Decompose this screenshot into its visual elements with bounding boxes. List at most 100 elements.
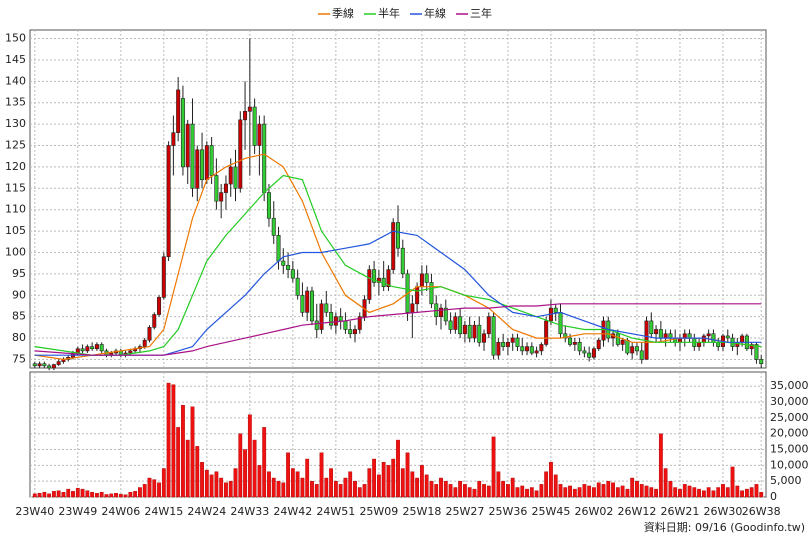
volume-bar [372, 458, 377, 498]
x-tick-label: 26W21 [661, 505, 700, 518]
candle-body [520, 346, 525, 352]
volume-bar [200, 461, 204, 498]
candle-body [419, 273, 424, 288]
volume-bar [71, 491, 75, 498]
volume-bar [185, 439, 190, 498]
x-tick-label: 26W38 [742, 505, 781, 518]
volume-bar [400, 468, 405, 498]
volume-bar [692, 487, 697, 498]
y-tick-label: 75 [12, 352, 26, 365]
x-tick-label: 24W06 [101, 505, 140, 518]
volume-bar [410, 471, 415, 498]
volume-bar [620, 485, 625, 498]
candle-body [47, 365, 52, 369]
candle-body [410, 303, 415, 313]
volume-bar [142, 484, 147, 498]
volume-bar [391, 458, 396, 498]
candle-body [749, 344, 754, 350]
candle-body [209, 145, 214, 176]
volume-bar [42, 492, 47, 498]
volume-bar [687, 485, 692, 498]
candle-body [711, 333, 716, 343]
volume-bar [721, 484, 725, 498]
volume-bar [429, 480, 434, 498]
volume-bar [37, 493, 42, 498]
candle-body [501, 342, 506, 347]
ma-line [34, 174, 762, 356]
candle-body [286, 265, 291, 270]
candle-body [147, 327, 152, 341]
volume-bar [276, 480, 281, 498]
volume-bar [506, 484, 510, 498]
candle-body [271, 217, 276, 236]
candle-body [128, 350, 133, 354]
volume-bar [716, 487, 721, 498]
volume-bar [32, 493, 37, 498]
volume-bar [228, 480, 233, 498]
volume-bar [271, 477, 276, 498]
volume-bar [625, 488, 630, 498]
volume-bar [133, 491, 138, 498]
volume-bar [596, 482, 601, 498]
y-tick-label: 80 [12, 331, 26, 344]
candle-body [329, 312, 334, 326]
legend-label: 半年 [378, 6, 400, 20]
price-frame [29, 29, 767, 369]
candle-body [157, 297, 162, 315]
candle-body [658, 329, 663, 339]
volume-bar [85, 490, 90, 498]
volume-bar [396, 439, 400, 498]
x-tick-label: 25W09 [359, 505, 398, 518]
volume-bar [333, 480, 338, 498]
candle-body [195, 149, 200, 189]
candle-body [467, 324, 472, 339]
candle-body [51, 364, 56, 369]
volume-bar [314, 484, 319, 498]
x-tick-label: 25W36 [488, 505, 527, 518]
volume-bar [118, 493, 123, 498]
volume-bar [238, 433, 243, 498]
ma-line [34, 303, 762, 356]
volume-bar [319, 452, 324, 498]
volume-bar [754, 484, 759, 498]
volume-bar [95, 493, 99, 498]
volume-bar [219, 477, 224, 498]
volume-bar [353, 480, 357, 498]
volume-bar [195, 446, 200, 498]
candle-body [386, 269, 391, 288]
volume-bar [233, 468, 238, 498]
candle-body [759, 359, 764, 365]
volume-bar [247, 414, 252, 498]
candle-body [754, 344, 759, 360]
volume-bar [161, 468, 166, 498]
volume-bar [529, 487, 534, 498]
candle-body [458, 316, 463, 335]
volume-bar [56, 490, 61, 498]
candle-body [324, 303, 329, 313]
candle-body [238, 119, 243, 189]
y-tick-label: 100 [5, 245, 26, 258]
volume-bar [472, 488, 477, 498]
candle-body [701, 335, 706, 343]
volume-bar [611, 482, 615, 498]
candle-body [400, 247, 405, 275]
volume-bar [463, 484, 467, 498]
volume-bar [61, 492, 66, 498]
volume-bar [329, 468, 333, 498]
volume-bar [367, 468, 372, 498]
y2-tick-label: 10,000 [770, 458, 808, 471]
candle-body [625, 339, 630, 354]
volume-bar [90, 492, 95, 498]
candle-body [257, 123, 262, 146]
candle-body [620, 339, 625, 345]
volume-bar [209, 474, 214, 498]
volume-bar [123, 494, 128, 498]
candle-body [634, 346, 639, 352]
candle-body [716, 342, 721, 347]
volume-bar [262, 427, 267, 498]
volume-bar [147, 477, 152, 498]
y2-tick-label: 20,000 [770, 427, 808, 440]
volume-bar [224, 482, 228, 498]
volume-bar [157, 482, 161, 498]
